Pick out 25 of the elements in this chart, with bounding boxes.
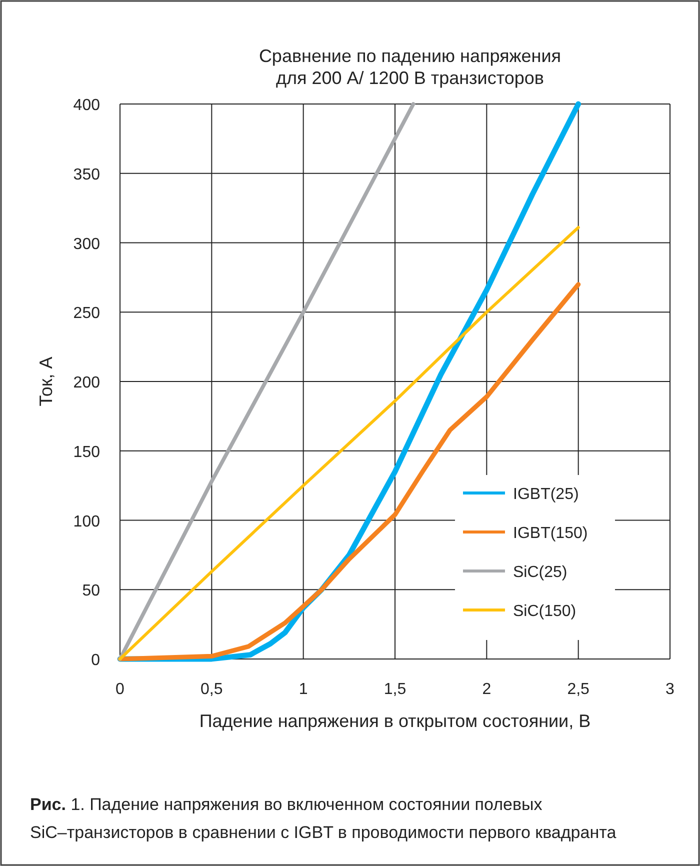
x-tick-label: 0,5 (200, 681, 223, 698)
y-tick-label: 50 (82, 582, 100, 600)
legend-label: SiC(150) (513, 603, 576, 620)
x-tick-label: 1,5 (384, 681, 406, 698)
x-tick-label: 0 (116, 681, 125, 698)
line-series (118, 102, 416, 661)
text: Рис. 1. Падение напряжения во включенном состоянии полевых SiC–транзисторов в сравнении с IGBT в проводимости первого квадранта (30, 795, 617, 842)
x-axis-title: Падение напряжения в открытом состоянии, В (199, 711, 591, 731)
legend-label: IGBT(150) (513, 525, 588, 542)
y-tick-label: 400 (73, 97, 100, 114)
x-tick-label: 3 (666, 681, 675, 698)
y-tick-label: 250 (73, 305, 100, 322)
x-tick-label: 2 (482, 681, 492, 698)
y-tick-label: 100 (73, 513, 100, 530)
y-tick-label: 0 (91, 652, 100, 669)
x-tick-label: 2,5 (567, 681, 590, 698)
legend-label: SiC(25) (513, 564, 568, 581)
y-axis-title: Ток, А (36, 356, 56, 406)
y-tick-label: 150 (73, 444, 100, 461)
chart-title: Сравнение по падению напряжения для 200 А/ 1200 В транзисторов (258, 46, 562, 88)
legend-label: IGBT(25) (513, 486, 579, 503)
y-tick-label: 300 (73, 236, 100, 253)
y-tick-label: 200 (73, 374, 100, 392)
y-tick-label: 350 (73, 166, 100, 184)
x-tick-label: 1 (298, 681, 308, 698)
